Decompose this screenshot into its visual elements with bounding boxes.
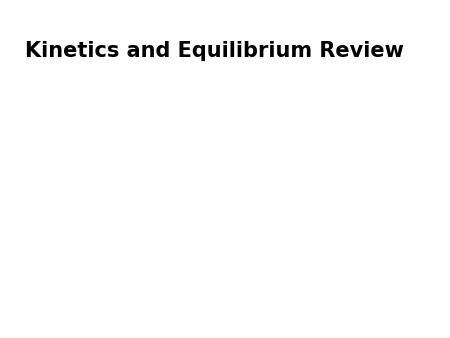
Text: Kinetics and Equilibrium Review: Kinetics and Equilibrium Review — [25, 41, 404, 61]
